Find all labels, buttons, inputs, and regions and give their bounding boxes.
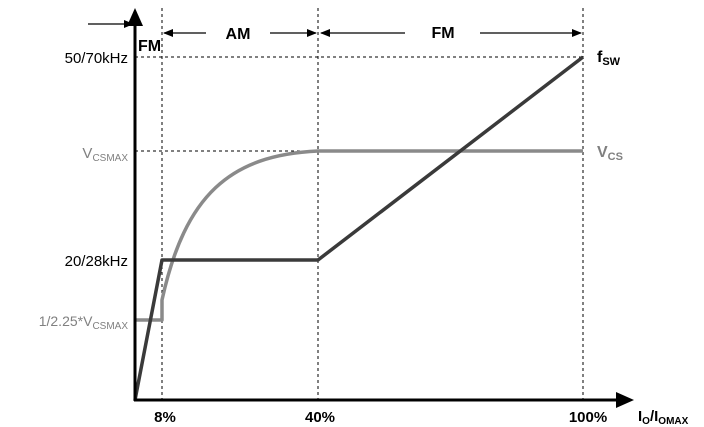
mode-arrows <box>88 20 582 37</box>
y-axis-arrowhead <box>127 8 143 26</box>
mode-label-am: AM <box>226 26 251 43</box>
y-label-f-low: 20/28kHz <box>65 253 128 270</box>
mode-label-fm-left: FM <box>138 38 161 55</box>
x-label-100pct: 100% <box>569 409 607 426</box>
y-label-vcs-low: 1/2.25*VCSMAX <box>39 313 129 332</box>
fsw-curve <box>133 55 585 401</box>
x-label-8pct: 8% <box>154 409 176 426</box>
x-axis-title: IO/IOMAX <box>638 408 689 427</box>
x-axis-arrowhead <box>616 392 634 408</box>
curve-label-fsw: fSW <box>597 49 621 68</box>
vcs-curve <box>135 149 583 322</box>
mode-label-fm-right: FM <box>431 25 454 42</box>
axes <box>127 8 634 408</box>
curve-label-vcs: VCS <box>597 144 623 163</box>
guide-lines <box>135 8 584 400</box>
y-label-f-high: 50/70kHz <box>65 50 128 67</box>
y-label-vcsmax: VCSMAX <box>82 145 128 164</box>
x-label-40pct: 40% <box>305 409 335 426</box>
